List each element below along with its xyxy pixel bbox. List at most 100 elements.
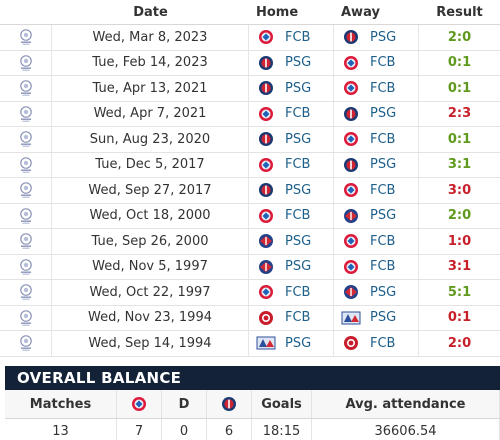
date-cell: Wed, Nov 5, 1997 — [52, 254, 249, 279]
home-cell: FCB — [249, 152, 334, 177]
result-header: Result — [436, 4, 483, 20]
competition-cell — [0, 178, 52, 203]
table-row[interactable]: Sun, Aug 23, 2020 PSG FCB 0:1 — [0, 127, 500, 153]
result-cell[interactable]: 1:0 — [447, 233, 472, 249]
home-team-link[interactable]: PSG — [285, 233, 312, 249]
champions-league-icon — [18, 79, 34, 97]
competition-cell — [0, 127, 52, 152]
champions-league-icon — [18, 258, 34, 276]
balance-table: Matches D Goals Avg. attendance 13 7 0 6… — [5, 390, 500, 440]
away-cell: FCB — [334, 229, 419, 254]
psg-logo-icon — [256, 182, 276, 198]
table-row[interactable]: Tue, Dec 5, 2017 FCB PSG 3:1 — [0, 152, 500, 178]
home-team-link[interactable]: FCB — [285, 106, 311, 122]
champions-league-icon — [18, 54, 34, 72]
table-row[interactable]: Wed, Oct 18, 2000 FCB PSG 2:0 — [0, 203, 500, 229]
psg-logo-icon — [256, 55, 276, 71]
result-cell[interactable]: 2:3 — [447, 106, 472, 122]
home-team-link[interactable]: FCB — [285, 29, 311, 45]
home-team-link[interactable]: PSG — [285, 335, 312, 351]
away-team-link[interactable]: FCB — [370, 55, 396, 71]
competition-cell — [0, 203, 52, 228]
table-row[interactable]: Wed, Sep 27, 2017 PSG FCB 3:0 — [0, 178, 500, 204]
table-row[interactable]: Tue, Sep 26, 2000 PSG FCB 1:0 — [0, 229, 500, 255]
bayern-logo-icon — [129, 396, 149, 412]
away-team-link[interactable]: FCB — [370, 182, 396, 198]
away-team-link[interactable]: FCB — [370, 131, 396, 147]
result-cell[interactable]: 3:1 — [447, 157, 472, 173]
bayern-logo-icon — [256, 106, 276, 122]
date-cell: Tue, Apr 13, 2021 — [52, 76, 249, 101]
champions-league-icon — [18, 181, 34, 199]
away-team-link[interactable]: PSG — [370, 284, 397, 300]
champions-league-icon — [18, 156, 34, 174]
attendance-header: Avg. attendance — [312, 390, 500, 418]
result-cell[interactable]: 2:0 — [447, 29, 472, 45]
away-cell: FCB — [334, 50, 419, 75]
away-team-link[interactable]: FCB — [370, 233, 396, 249]
result-cell[interactable]: 3:0 — [447, 182, 472, 198]
date-cell: Wed, Oct 22, 1997 — [52, 280, 249, 305]
competition-cell — [0, 280, 52, 305]
home-team-link[interactable]: FCB — [285, 310, 311, 326]
away-cell: PSG — [334, 203, 419, 228]
away-team-link[interactable]: FCB — [370, 80, 396, 96]
away-cell: PSG — [334, 25, 419, 50]
home-team-link[interactable]: FCB — [285, 208, 311, 224]
away-team-link[interactable]: PSG — [370, 208, 397, 224]
date-cell: Wed, Mar 8, 2023 — [52, 25, 249, 50]
bayern-logo-icon — [341, 182, 361, 198]
home-team-link[interactable]: PSG — [285, 259, 312, 275]
table-row[interactable]: Wed, Oct 22, 1997 FCB PSG 5:1 — [0, 280, 500, 306]
champions-league-icon — [18, 232, 34, 250]
home-team-link[interactable]: PSG — [285, 55, 312, 71]
home-team-link[interactable]: FCB — [285, 284, 311, 300]
result-cell[interactable]: 0:1 — [447, 310, 472, 326]
home-cell: PSG — [249, 229, 334, 254]
away-cell: FCB — [334, 76, 419, 101]
result-cell[interactable]: 2:0 — [447, 208, 472, 224]
table-row[interactable]: Tue, Apr 13, 2021 PSG FCB 0:1 — [0, 76, 500, 102]
competition-cell — [0, 76, 52, 101]
result-cell[interactable]: 0:1 — [447, 131, 472, 147]
date-cell: Wed, Sep 27, 2017 — [52, 178, 249, 203]
away-team-link[interactable]: FCB — [370, 259, 396, 275]
bayern-logo-icon — [256, 208, 276, 224]
psg-wins-value: 6 — [207, 419, 252, 440]
matches-value: 13 — [5, 419, 117, 440]
home-team-link[interactable]: FCB — [285, 157, 311, 173]
table-row[interactable]: Wed, Sep 14, 1994 PSG FCB 2:0 — [0, 331, 500, 357]
table-row[interactable]: Tue, Feb 14, 2023 PSG FCB 0:1 — [0, 50, 500, 76]
away-team-link[interactable]: PSG — [370, 310, 397, 326]
home-cell: FCB — [249, 101, 334, 126]
home-team-link[interactable]: PSG — [285, 80, 312, 96]
away-cell: FCB — [334, 127, 419, 152]
result-cell[interactable]: 2:0 — [447, 335, 472, 351]
home-team-link[interactable]: PSG — [285, 131, 312, 147]
table-row[interactable]: Wed, Nov 23, 1994 FCB PSG 0:1 — [0, 305, 500, 331]
result-cell[interactable]: 5:1 — [447, 284, 472, 300]
result-cell[interactable]: 3:1 — [447, 259, 472, 275]
champions-league-icon — [18, 309, 34, 327]
date-cell: Wed, Oct 18, 2000 — [52, 203, 249, 228]
date-cell: Tue, Sep 26, 2000 — [52, 229, 249, 254]
psg-retro-logo-icon — [341, 310, 361, 326]
away-team-link[interactable]: PSG — [370, 157, 397, 173]
away-cell: FCB — [334, 254, 419, 279]
champions-league-icon — [18, 105, 34, 123]
table-row[interactable]: Wed, Nov 5, 1997 PSG FCB 3:1 — [0, 254, 500, 280]
table-body: Wed, Mar 8, 2023 FCB PSG 2:0 Tue, Feb 14, 20… — [0, 25, 500, 357]
table-row[interactable]: Wed, Mar 8, 2023 FCB PSG 2:0 — [0, 25, 500, 51]
away-team-link[interactable]: FCB — [370, 335, 396, 351]
result-cell[interactable]: 0:1 — [447, 55, 472, 71]
competition-cell — [0, 25, 52, 50]
away-team-link[interactable]: PSG — [370, 29, 397, 45]
home-header: Home — [256, 4, 299, 20]
home-team-link[interactable]: PSG — [285, 182, 312, 198]
away-header: Away — [341, 4, 380, 20]
home-cell: FCB — [249, 25, 334, 50]
away-team-link[interactable]: PSG — [370, 106, 397, 122]
result-cell[interactable]: 0:1 — [447, 80, 472, 96]
psg-old-logo-icon — [256, 233, 276, 249]
table-row[interactable]: Wed, Apr 7, 2021 FCB PSG 2:3 — [0, 101, 500, 127]
